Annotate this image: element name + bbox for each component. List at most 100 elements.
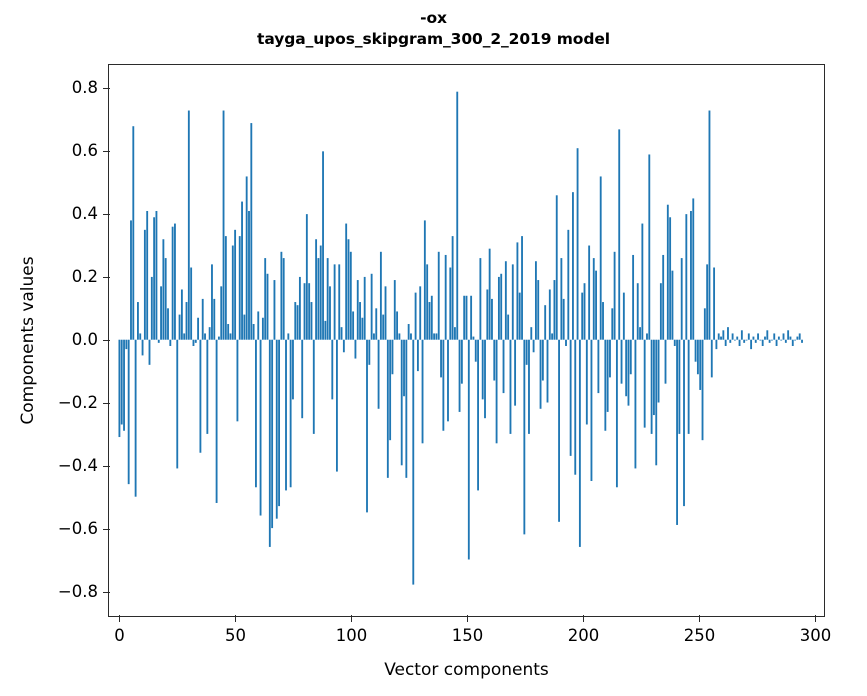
bar [241,201,243,340]
bar [150,276,153,340]
bar [650,339,653,434]
bar [273,280,276,340]
bar [713,267,716,340]
bar [416,339,419,372]
bar [118,339,121,438]
bar [148,339,151,365]
bar [366,339,368,513]
bar [375,308,378,340]
bar [204,333,206,340]
bar [271,339,274,529]
bar [437,251,440,340]
bar [199,339,202,453]
bar [569,339,572,456]
bar [528,339,530,434]
bar [211,264,213,340]
bar [724,339,727,346]
bar [766,330,769,340]
bar [646,333,648,340]
bar [768,339,771,343]
bar [588,245,591,340]
bar [544,305,547,340]
bar [655,339,658,466]
bar [558,339,560,522]
bar [801,339,803,343]
bar [164,258,167,340]
bar [481,339,484,400]
bar [474,339,477,362]
bar [463,295,466,340]
bar [604,339,607,431]
bar [680,258,683,340]
bar [683,339,685,507]
bar [602,302,604,340]
bar [629,339,632,375]
bar [509,339,512,434]
x-tick-label: 50 [224,626,246,645]
bar [278,339,281,507]
bar [400,339,403,466]
bar [618,129,621,340]
bar [245,176,248,340]
bar [771,339,773,341]
bar [243,314,246,340]
bar [796,336,799,340]
bar [393,280,396,340]
bar [373,333,375,340]
bar [423,220,426,340]
bar [257,311,260,340]
bar [484,339,486,419]
bar [359,302,361,340]
bar [308,283,311,340]
bar [185,302,188,340]
x-tick-mark [350,615,353,622]
x-tick-mark [582,615,585,622]
bar [345,223,348,340]
bar [657,339,660,403]
bar [715,339,718,350]
bar [673,339,676,346]
y-tick-mark [103,592,110,594]
bar [220,286,223,340]
bar [428,302,431,340]
bar [162,239,165,340]
bar [486,289,489,340]
bar [305,214,308,340]
y-tick-mark [103,529,110,531]
bar [518,292,521,340]
bar [435,333,438,340]
bar [137,302,139,340]
bar [553,280,556,340]
bar [139,333,142,340]
bar [384,286,387,340]
bar [206,339,209,434]
bar [710,339,713,378]
bar [690,210,692,340]
bar [134,339,137,497]
y-tick-label: −0.8 [57,581,98,601]
bar [190,267,193,340]
bar [639,327,641,340]
bar [238,236,241,340]
y-axis-label: Components values [18,256,38,425]
bar [643,339,646,428]
bar [754,339,757,343]
bar [493,339,496,381]
bar [551,333,554,340]
bar [363,276,366,340]
bar [120,339,123,425]
bar [555,195,558,340]
bar [641,223,644,340]
bar [215,339,218,503]
bar [157,339,160,343]
bar [180,289,183,340]
bar [361,317,364,340]
bar [685,214,688,340]
bar [352,311,355,340]
bar [694,339,697,362]
bar [787,330,790,340]
bar [296,305,299,340]
bar [382,314,385,340]
bar [692,198,695,340]
bar [634,339,637,469]
